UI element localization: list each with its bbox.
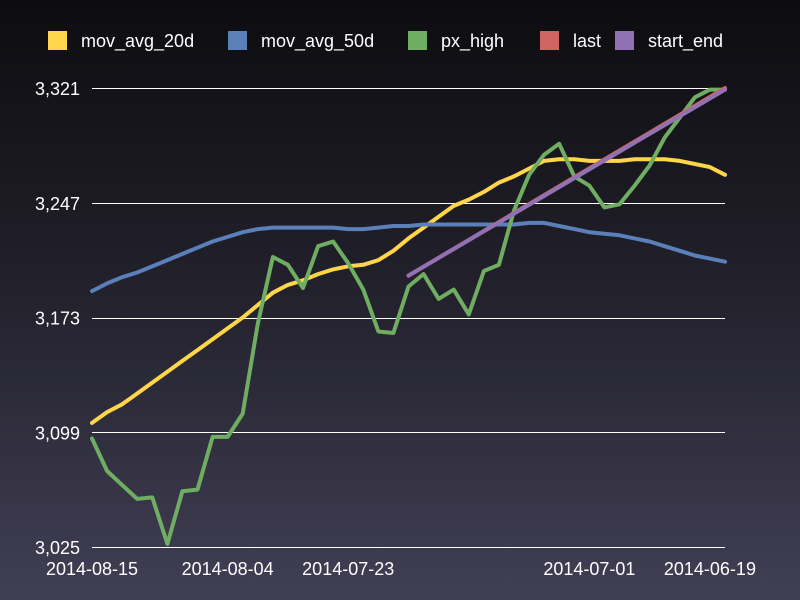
legend-label: mov_avg_50d xyxy=(261,31,374,52)
x-tick-label: 2014-06-19 xyxy=(664,559,756,579)
series-line-start-end xyxy=(406,87,727,278)
x-tick-label: 2014-07-01 xyxy=(543,559,635,579)
legend-swatch xyxy=(615,31,634,50)
x-tick-label: 2014-07-23 xyxy=(302,559,394,579)
legend-swatch xyxy=(408,31,427,50)
legend: mov_avg_20d mov_avg_50d px_high last start_e… xyxy=(48,31,723,52)
legend-label: start_end xyxy=(648,31,723,52)
legend-label: px_high xyxy=(441,31,504,52)
series-line-mov-avg-50d xyxy=(90,220,727,294)
x-tick-label: 2014-08-15 xyxy=(46,559,138,579)
x-axis: 2014-08-15 2014-08-04 2014-07-23 2014-07-01… xyxy=(46,559,756,579)
series-line-mov-avg-20d xyxy=(90,157,727,425)
series-line-px-high xyxy=(90,87,727,546)
y-axis: 3,025 3,099 3,173 3,247 3,321 xyxy=(35,79,80,558)
y-tick-label: 3,025 xyxy=(35,538,80,558)
y-tick-label: 3,247 xyxy=(35,194,80,214)
legend-label: mov_avg_20d xyxy=(81,31,194,52)
legend-swatch xyxy=(48,31,67,50)
y-tick-label: 3,173 xyxy=(35,309,80,329)
legend-label: last xyxy=(573,31,601,51)
y-tick-label: 3,321 xyxy=(35,79,80,99)
y-tick-label: 3,099 xyxy=(35,423,80,443)
legend-swatch xyxy=(540,31,559,50)
legend-swatch xyxy=(228,31,247,50)
grid xyxy=(92,88,725,548)
series-group xyxy=(90,86,727,546)
x-tick-label: 2014-08-04 xyxy=(182,559,274,579)
